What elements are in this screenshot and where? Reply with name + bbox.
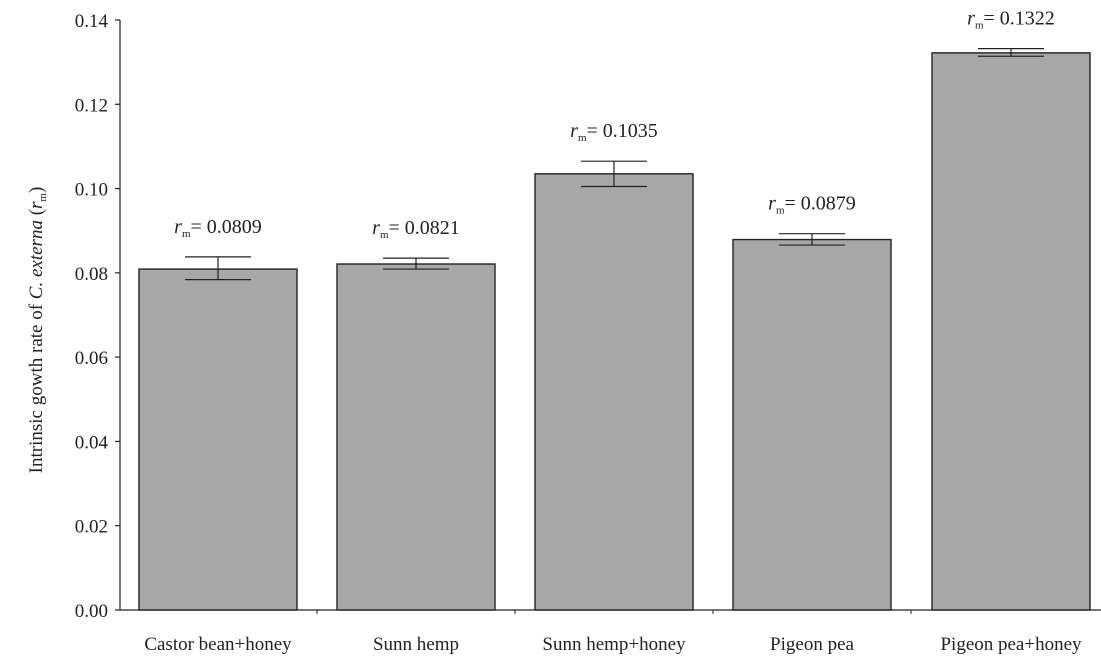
bar-value-subscript: m <box>380 229 389 241</box>
y-tick-label: 0.08 <box>75 264 108 285</box>
bar-value-subscript: m <box>776 205 785 217</box>
y-axis-label-subscript: m <box>37 193 49 202</box>
y-tick-label: 0.06 <box>75 348 108 369</box>
bar-value-symbol: r <box>570 120 578 142</box>
x-category-label: Castor bean+honey <box>144 634 292 655</box>
bar-value-text: = 0.0879 <box>785 193 856 215</box>
bar-value-subscript: m <box>578 132 587 144</box>
y-tick-label: 0.04 <box>75 432 109 453</box>
y-axis-label-symbol: r <box>26 201 47 209</box>
y-axis-label-open: ( <box>26 209 47 220</box>
category-labels-group: Castor bean+honey Sunn hemp Sunn hemp+hone… <box>144 634 1082 655</box>
bar-value-label: rm= 0.0879 <box>768 193 856 217</box>
bar <box>336 263 496 611</box>
bar <box>732 238 892 611</box>
bar-value-symbol: r <box>967 8 975 30</box>
x-category-label: Pigeon pea <box>770 634 854 655</box>
bar-value-subscript: m <box>182 228 191 240</box>
y-tick-label: 0.10 <box>75 180 108 201</box>
bar <box>534 173 694 611</box>
y-tick-label: 0.12 <box>75 95 108 116</box>
y-axis-label-species: C. externa <box>26 220 47 299</box>
y-tick-label: 0.00 <box>75 601 108 622</box>
bar-value-label: rm= 0.0809 <box>174 216 262 240</box>
bar-value-label: rm= 0.1322 <box>967 8 1055 32</box>
bar-value-symbol: r <box>174 216 182 238</box>
y-axis-label: Intrinsic gowth rate of C. externa (rm) <box>26 187 49 474</box>
y-tick-label: 0.14 <box>75 11 109 32</box>
x-category-label: Pigeon pea+honey <box>940 634 1082 655</box>
x-category-label: Sunn hemp+honey <box>542 634 686 655</box>
bar-value-text: = 0.1035 <box>587 120 658 142</box>
x-category-label: Sunn hemp <box>373 634 459 655</box>
y-axis-label-close: ) <box>26 187 47 193</box>
y-axis-label-prefix: Intrinsic gowth rate of <box>26 299 47 473</box>
bar <box>138 268 298 611</box>
bar-value-label: rm= 0.1035 <box>570 120 658 144</box>
y-axis: 0.00 0.02 0.04 0.06 0.08 0.10 0.12 0.14 <box>75 11 121 622</box>
bar-value-symbol: r <box>372 217 380 239</box>
bars-group <box>138 52 1091 611</box>
bar-value-text: = 0.0821 <box>389 217 460 239</box>
bar-value-symbol: r <box>768 193 776 215</box>
bar-value-label: rm= 0.0821 <box>372 217 460 241</box>
bar-value-subscript: m <box>975 20 984 32</box>
y-tick-label: 0.02 <box>75 517 108 538</box>
bar <box>931 52 1091 611</box>
bar-value-text: = 0.0809 <box>191 216 262 238</box>
bar-value-text: = 0.1322 <box>984 8 1055 30</box>
error-bars-group <box>185 48 1044 281</box>
